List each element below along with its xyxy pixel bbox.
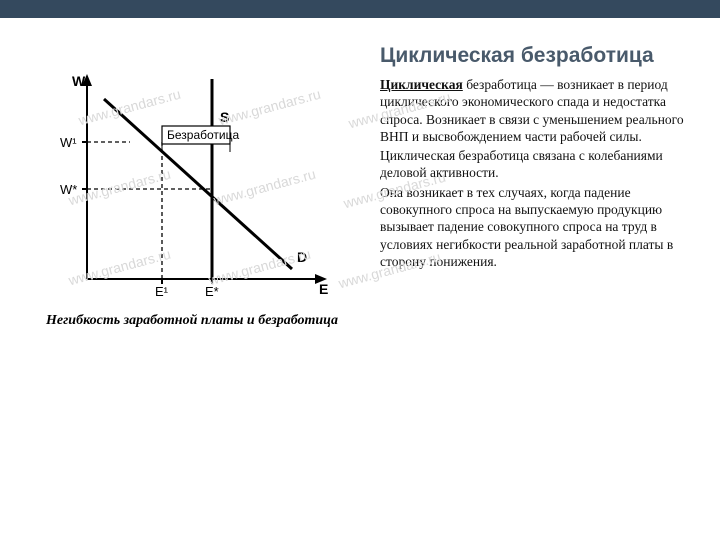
chart-caption: Негибкость заработной платы и безработиц… [45, 313, 338, 328]
tick-w1: W¹ [60, 135, 77, 150]
tick-estar: E* [205, 284, 219, 299]
paragraph-3: Она возникает в тех случаях, когда паден… [380, 184, 698, 270]
chart-area: www.grandars.ru www.grandars.ru www.gran… [22, 44, 362, 344]
page-title: Циклическая безработица [380, 44, 698, 68]
x-axis-label: E [319, 281, 328, 297]
s-label: S [220, 109, 229, 125]
unemployment-box-label: Безработица [167, 128, 239, 142]
d-label: D [297, 249, 307, 265]
tick-wstar: W* [60, 182, 77, 197]
tick-e1: E¹ [155, 284, 169, 299]
paragraph-1: Циклическая безработица — возникает в пе… [380, 76, 698, 145]
para1-lead: Циклическая [380, 77, 463, 92]
y-axis-label: W [72, 73, 86, 89]
paragraph-2: Циклическая безработица связана с колеба… [380, 147, 698, 182]
chart-svg: Безработица W E W¹ W* E¹ E* S D Негибкос… [22, 44, 362, 344]
text-column: Циклическая безработица Циклическая безр… [380, 44, 698, 344]
